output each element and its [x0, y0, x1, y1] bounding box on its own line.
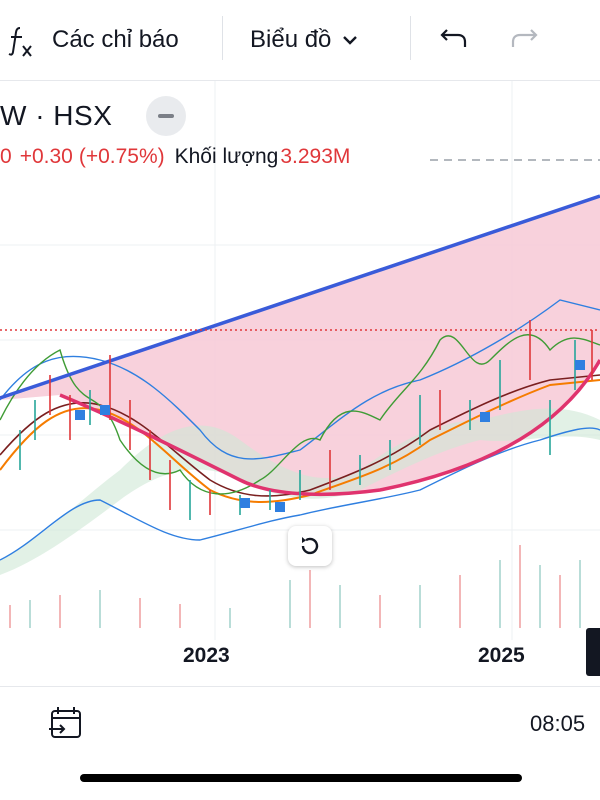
trendline — [0, 194, 600, 400]
collapse-legend-button[interactable] — [146, 96, 186, 136]
chevron-down-icon — [343, 36, 358, 45]
toolbar-divider — [410, 16, 411, 60]
ma-darkred — [0, 374, 600, 497]
toolbar-divider — [222, 16, 223, 60]
lagging-line — [0, 334, 600, 495]
price-fragment: 0 — [0, 145, 12, 168]
bottom-toolbar: 08:05 — [0, 686, 600, 761]
indicators-label: Các chỉ báo — [52, 26, 179, 53]
volume-label: Khối lượng — [174, 145, 279, 168]
reset-chart-button[interactable] — [288, 526, 332, 566]
date-range-icon[interactable] — [46, 705, 86, 745]
fx-icon[interactable] — [6, 22, 36, 58]
reset-icon — [301, 537, 319, 555]
chart-type-button[interactable]: Biểu đồ — [250, 0, 359, 80]
undo-icon[interactable] — [438, 22, 470, 54]
price-chart[interactable] — [0, 81, 600, 685]
x-axis-label-2023: 2023 — [183, 644, 230, 667]
session-time: 08:05 — [530, 711, 586, 736]
home-indicator[interactable] — [80, 774, 522, 782]
indicators-button[interactable]: Các chỉ báo — [52, 0, 179, 80]
price-change-percent: (+0.75%) — [78, 145, 165, 168]
top-toolbar: Các chỉ báo Biểu đồ — [0, 0, 600, 81]
chart-type-label: Biểu đồ — [250, 26, 332, 53]
chart-canvas[interactable]: W · HSX 0 +0.30 (+0.75%) Khối lượng 3.29… — [0, 81, 600, 685]
bollinger-upper — [0, 299, 600, 460]
volume-value: 3.293M — [280, 145, 351, 168]
redo-icon[interactable] — [508, 22, 540, 54]
symbol-name: W · HSX — [0, 100, 113, 131]
price-scale-tag — [586, 628, 600, 676]
x-axis-label-2025: 2025 — [478, 644, 525, 667]
price-change: +0.30 — [19, 145, 73, 168]
quote-legend: 0 +0.30 (+0.75%) Khối lượng 3.293M — [0, 142, 350, 172]
symbol-title[interactable]: W · HSX — [0, 96, 112, 136]
minus-icon — [158, 114, 174, 118]
bollinger-lower — [0, 427, 600, 561]
